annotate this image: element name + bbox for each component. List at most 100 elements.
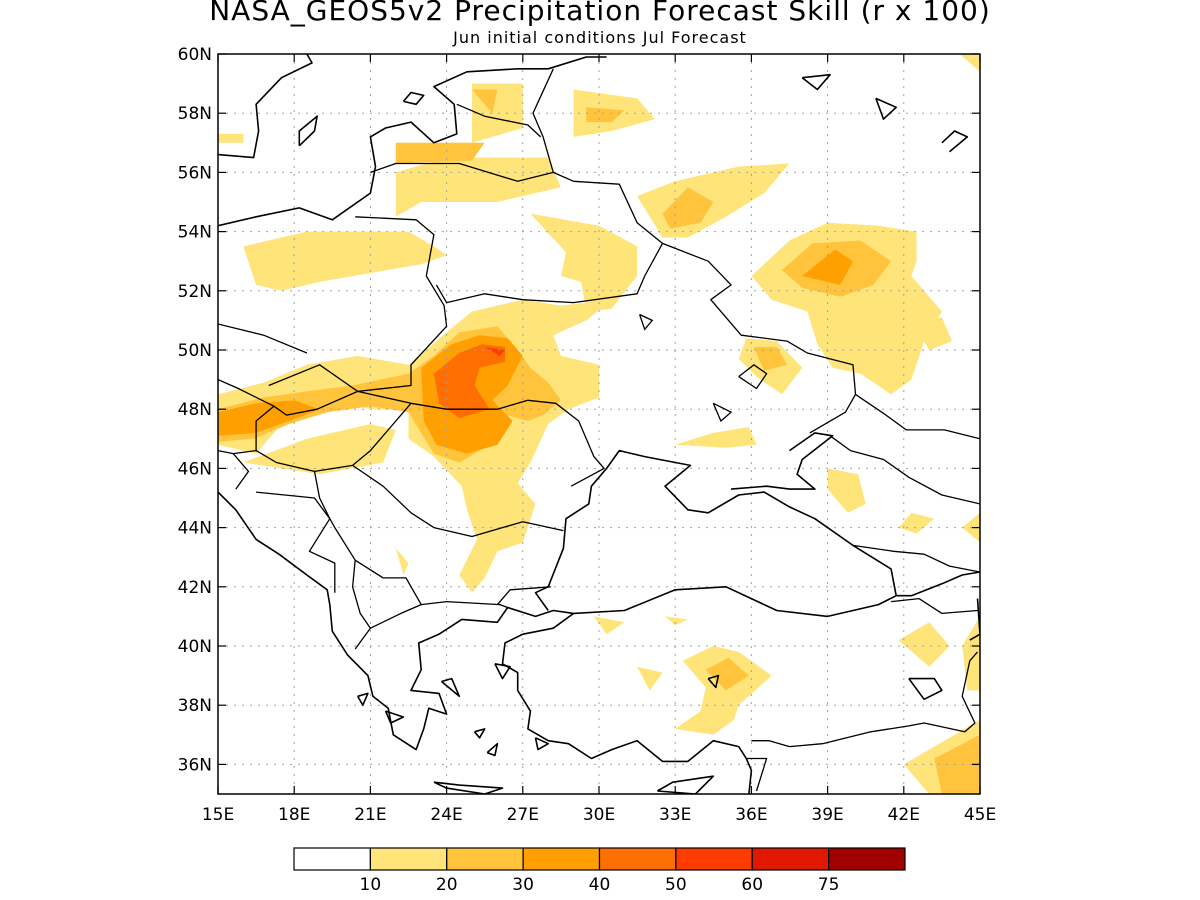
coastline-border-layer: [218, 54, 980, 794]
colorbar-label-50: 50: [665, 875, 687, 895]
colorbar-swatch-3: [522, 847, 601, 871]
skill-region-21: [484, 347, 505, 356]
coastline-18: [908, 677, 943, 701]
coastline-19: [969, 598, 980, 641]
coastline-6: [896, 571, 980, 597]
border-15: [256, 491, 331, 520]
skill-region-12: [802, 249, 853, 285]
coastline-5: [731, 432, 834, 490]
border-8: [218, 379, 412, 416]
coastline-12: [357, 692, 369, 707]
skill-region-8: [530, 213, 638, 312]
lat-label-44N: 44N: [178, 519, 212, 539]
coastline-7: [501, 612, 753, 794]
border-13: [351, 560, 372, 650]
coastline-16: [473, 728, 486, 739]
border-17: [496, 586, 551, 606]
coastline-1: [402, 91, 425, 106]
skill-region-1: [395, 142, 485, 164]
lon-label-36E: 36E: [735, 805, 767, 825]
lon-label-30E: 30E: [583, 805, 615, 825]
coastline-20: [875, 97, 898, 120]
colorbar-swatch-1: [369, 847, 448, 871]
skill-region-26: [395, 548, 409, 575]
colorbar-swatch-2: [446, 847, 524, 871]
lake-0: [738, 363, 768, 390]
lon-label-27E: 27E: [507, 805, 539, 825]
border-2: [370, 162, 664, 304]
lake-2: [638, 313, 654, 331]
lat-label-46N: 46N: [178, 459, 212, 479]
lat-label-48N: 48N: [178, 400, 212, 420]
colorbar-swatch-7: [828, 847, 906, 871]
coastline-9: [433, 781, 504, 794]
coastline-22: [801, 73, 831, 91]
coastline-13: [384, 710, 405, 724]
skill-region-27: [593, 616, 625, 635]
coastline-11: [494, 663, 511, 680]
colorbar-label-40: 40: [589, 875, 611, 895]
colorbar-label-75: 75: [818, 875, 840, 895]
coastline-17: [707, 674, 720, 689]
lat-label-50N: 50N: [178, 341, 212, 361]
lon-label-42E: 42E: [888, 805, 920, 825]
border-22: [751, 651, 978, 748]
skill-region-23: [675, 427, 757, 448]
skill-region-32: [898, 622, 950, 667]
skill-region-28: [665, 616, 688, 626]
chart-subtitle: Jun initial conditions Jul Forecast: [453, 28, 747, 47]
border-23: [746, 757, 768, 792]
lat-label-40N: 40N: [178, 637, 212, 657]
coastline-10: [440, 677, 461, 698]
border-6: [410, 399, 605, 487]
border-5: [662, 242, 857, 434]
border-16: [232, 453, 250, 490]
lat-label-54N: 54N: [178, 223, 212, 243]
skill-region-15: [911, 317, 953, 350]
border-21: [891, 597, 978, 615]
border-4: [532, 68, 554, 173]
border-1: [218, 323, 308, 354]
chart-title: NASA_GEOS5v2 Precipitation Forecast Skil…: [209, 0, 991, 27]
skill-region-37: [959, 54, 980, 72]
colorbar-swatch-4: [598, 847, 677, 871]
skill-region-25: [898, 512, 935, 534]
coastline-8: [657, 775, 715, 794]
skill-region-29: [675, 646, 772, 735]
skill-region-5: [586, 107, 625, 123]
colorbar-swatch-6: [751, 847, 830, 871]
skill-region-33: [962, 616, 980, 691]
coastline-3: [298, 115, 318, 147]
skill-region-24: [827, 468, 866, 513]
skill-region-30: [705, 657, 749, 691]
coastline-14: [486, 742, 499, 757]
lon-label-21E: 21E: [354, 805, 386, 825]
border-19: [829, 435, 980, 505]
lat-label-38N: 38N: [178, 696, 212, 716]
skill-region-3: [472, 89, 498, 114]
skill-region-31: [637, 666, 663, 691]
lat-label-36N: 36N: [178, 755, 212, 775]
border-20: [852, 544, 980, 573]
border-3: [456, 103, 542, 138]
lat-label-42N: 42N: [178, 578, 212, 598]
colorbar-label-30: 30: [512, 875, 534, 895]
lon-label-45E: 45E: [964, 805, 996, 825]
border-0: [268, 216, 448, 393]
lat-label-56N: 56N: [178, 163, 212, 183]
skill-region-36: [934, 734, 980, 794]
colorbar-label-60: 60: [741, 875, 763, 895]
lat-label-58N: 58N: [178, 104, 212, 124]
colorbar-swatch-0: [293, 847, 371, 871]
border-18: [855, 393, 980, 440]
lat-label-60N: 60N: [178, 45, 212, 65]
lake-1: [712, 402, 733, 423]
lon-label-15E: 15E: [202, 805, 234, 825]
skill-region-14: [753, 347, 787, 371]
lat-label-52N: 52N: [178, 282, 212, 302]
lon-label-33E: 33E: [659, 805, 691, 825]
lon-label-18E: 18E: [278, 805, 310, 825]
skill-region-0: [395, 157, 561, 217]
lon-label-39E: 39E: [811, 805, 843, 825]
